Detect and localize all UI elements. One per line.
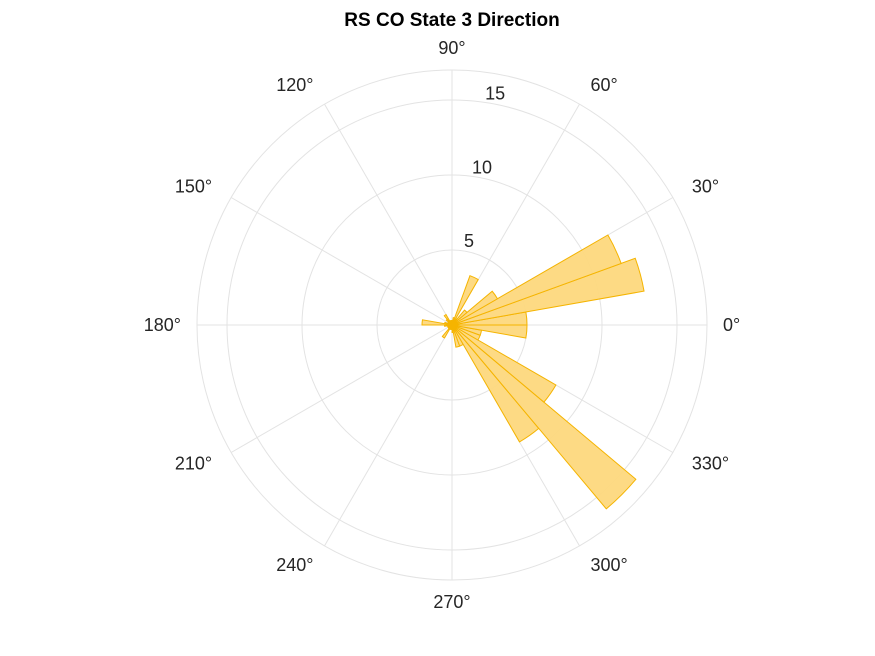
angle-label-60: 60° [591, 75, 618, 95]
grid-spoke-120 [324, 103, 453, 326]
angle-label-330: 330° [692, 454, 729, 474]
radial-label-15: 15 [485, 83, 505, 103]
histogram-bar-20 [451, 234, 622, 326]
angle-label-0: 0° [723, 315, 740, 335]
histogram-bar-350 [451, 324, 528, 339]
histogram-bars [421, 234, 645, 510]
angle-label-270: 270° [433, 592, 470, 612]
angle-label-300: 300° [591, 555, 628, 575]
chart-title: RS CO State 3 Direction [344, 10, 559, 31]
grid-spoke-210 [230, 324, 453, 453]
angle-label-30: 30° [692, 177, 719, 197]
histogram-bar-60 [451, 275, 479, 326]
histogram-bar-310 [451, 324, 637, 510]
histogram-bar-30 [451, 290, 499, 326]
radial-label-10: 10 [472, 157, 492, 177]
grid-spoke-150 [230, 197, 453, 326]
radial-label-5: 5 [464, 231, 474, 251]
histogram-bar-320 [451, 324, 557, 403]
histogram-bar-10 [451, 257, 645, 326]
histogram-bar-170 [421, 319, 453, 326]
angle-label-210: 210° [175, 454, 212, 474]
angle-label-120: 120° [276, 75, 313, 95]
grid-spoke-240 [324, 324, 453, 547]
angle-label-90: 90° [438, 38, 465, 58]
angle-label-180: 180° [144, 315, 181, 335]
angle-label-150: 150° [175, 177, 212, 197]
axis-labels: 0° 30° 60° 90° 120° 150° 180° 210° 240° 270° 300° 3… [144, 38, 740, 612]
angle-label-240: 240° [276, 555, 313, 575]
